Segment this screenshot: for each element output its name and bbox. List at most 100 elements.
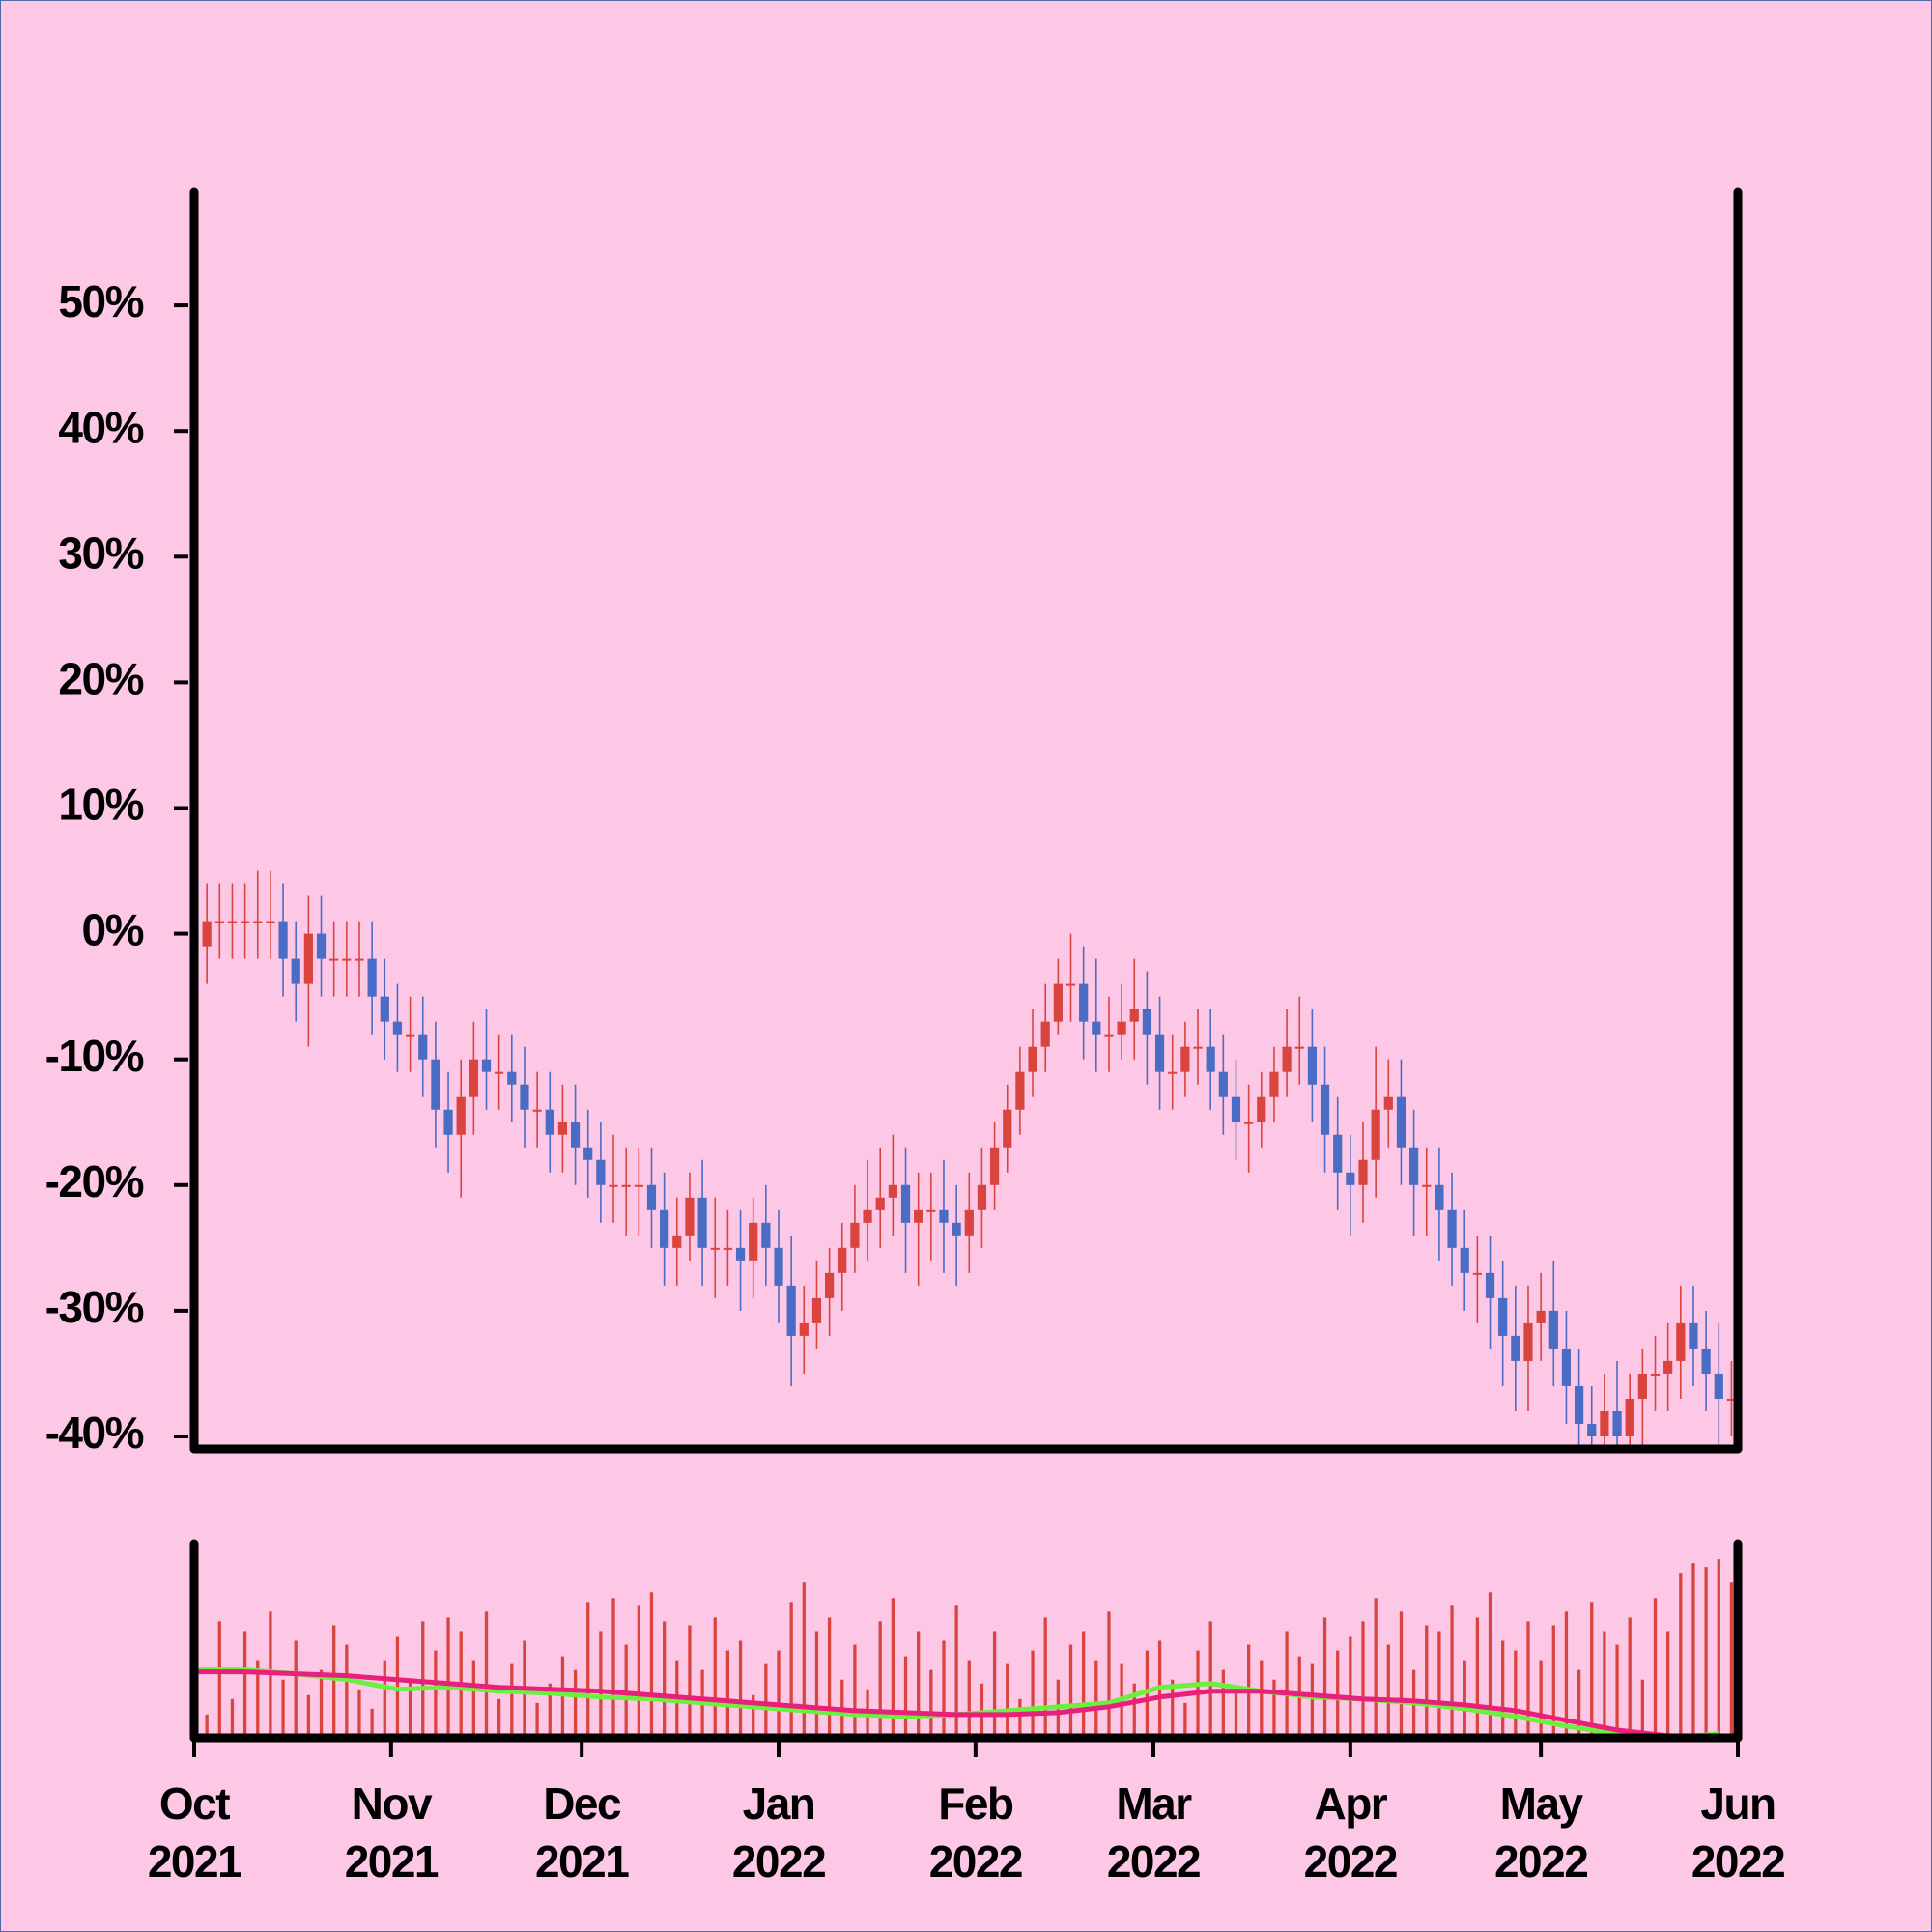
volume-bar: [1361, 1621, 1365, 1738]
volume-bar: [1132, 1683, 1136, 1738]
volume-bar: [929, 1669, 933, 1738]
candle-body: [418, 1034, 428, 1060]
candle-body: [989, 1147, 1000, 1185]
candle-body: [1472, 1272, 1482, 1275]
candle-body: [583, 1147, 593, 1160]
volume-bar: [1539, 1660, 1543, 1738]
candle-body: [1358, 1159, 1368, 1185]
x-tick-label: Apr 2022: [1303, 1778, 1399, 1887]
candle-body: [926, 1209, 936, 1212]
candle-body: [1676, 1322, 1686, 1361]
candle-body: [1218, 1071, 1228, 1097]
volume-bar: [1006, 1663, 1009, 1738]
volume-bar: [1094, 1660, 1098, 1738]
candle-body: [838, 1247, 847, 1273]
volume-bar: [878, 1621, 882, 1738]
volume-bar: [1603, 1631, 1606, 1738]
candle-body: [481, 1059, 492, 1072]
candle-body: [1396, 1096, 1406, 1148]
candle-body: [863, 1209, 872, 1223]
volume-bar: [738, 1640, 743, 1738]
candle-body: [1663, 1360, 1673, 1374]
candle-body: [1053, 983, 1063, 1022]
candle-body: [723, 1247, 732, 1250]
volume-bar: [1729, 1582, 1734, 1738]
candle-body: [1282, 1046, 1292, 1072]
candle-body: [660, 1209, 669, 1248]
volume-bar: [1526, 1621, 1530, 1738]
candle-body: [977, 1184, 987, 1210]
volume-bar: [789, 1602, 793, 1738]
candle-body: [1612, 1410, 1622, 1436]
candle-body: [507, 1071, 517, 1085]
candle-body: [1435, 1184, 1444, 1210]
candle-body: [1523, 1322, 1533, 1361]
candle-body: [1040, 1021, 1050, 1047]
candle-body: [532, 1109, 542, 1112]
candle-body: [1498, 1297, 1508, 1336]
candle-body: [329, 958, 339, 961]
volume-bar: [1437, 1631, 1441, 1738]
candle-body: [227, 921, 238, 923]
candle-body: [303, 933, 313, 984]
volume-bar: [1336, 1650, 1340, 1738]
candle-body: [939, 1209, 949, 1223]
volume-bar: [1068, 1644, 1073, 1738]
candle-body: [214, 921, 224, 923]
x-tick-label: Jan 2022: [731, 1778, 827, 1887]
volume-bar: [1704, 1567, 1708, 1738]
candle-body: [621, 1184, 631, 1187]
candle-body: [786, 1285, 796, 1336]
candle-body: [1129, 1009, 1139, 1022]
candle-body: [1346, 1172, 1355, 1185]
candle-body: [1257, 1096, 1266, 1122]
volume-bar: [434, 1650, 438, 1738]
volume-bar: [1653, 1598, 1658, 1738]
candle-body: [888, 1184, 897, 1198]
volume-bar: [1349, 1636, 1352, 1738]
candle-body: [570, 1122, 581, 1148]
candle-body: [1180, 1046, 1190, 1072]
volume-bar: [256, 1660, 260, 1738]
volume-bar: [903, 1656, 908, 1738]
candle-body: [900, 1184, 911, 1223]
candle-body: [1142, 1009, 1152, 1035]
candle-body: [1536, 1310, 1546, 1323]
candle-body: [1294, 1046, 1304, 1049]
candle-body: [1460, 1247, 1469, 1273]
volume-bar: [1679, 1573, 1683, 1738]
candle-body: [1701, 1348, 1711, 1374]
y-tick-label: 40%: [58, 402, 143, 452]
candle-body: [266, 921, 275, 923]
candle-body: [1003, 1109, 1012, 1148]
candle-body: [1015, 1071, 1025, 1110]
candle-body: [392, 1021, 403, 1035]
volume-bar: [725, 1650, 730, 1738]
candle-body: [1154, 1034, 1165, 1072]
volume-bar: [510, 1663, 514, 1738]
volume-bar: [306, 1694, 311, 1738]
candle-body: [1206, 1046, 1215, 1072]
candle-body: [964, 1209, 974, 1236]
volume-bar: [802, 1582, 806, 1738]
volume-bar: [1018, 1698, 1022, 1738]
candle-body: [1320, 1084, 1330, 1135]
volume-bar: [1514, 1650, 1518, 1738]
candle-body: [1231, 1096, 1241, 1122]
y-tick-label: 0%: [82, 905, 144, 955]
candle-body: [875, 1197, 885, 1210]
volume-bar: [752, 1694, 755, 1738]
volume-bar: [535, 1702, 539, 1738]
volume-bar: [649, 1592, 654, 1738]
volume-bar: [1691, 1563, 1695, 1738]
volume-bar: [560, 1656, 565, 1738]
x-tick-label: Oct 2021: [147, 1778, 242, 1887]
frame: [189, 187, 1743, 1743]
volume-bar: [942, 1640, 946, 1738]
volume-bar: [1260, 1660, 1264, 1738]
volume-bar: [853, 1644, 857, 1738]
candle-body: [1104, 1034, 1114, 1037]
volume-bar: [713, 1617, 717, 1738]
